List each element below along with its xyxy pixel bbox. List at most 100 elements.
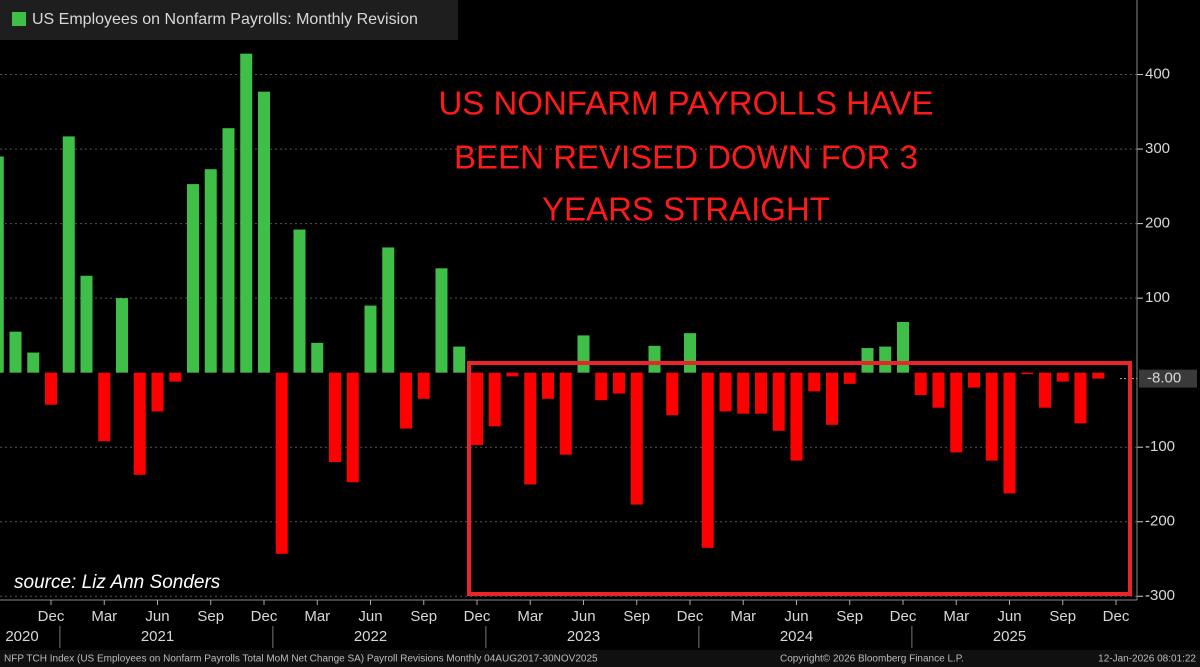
x-tick-label: Sep bbox=[197, 608, 224, 625]
bar bbox=[275, 372, 288, 554]
year-label: 2023 bbox=[567, 628, 600, 645]
bar bbox=[435, 268, 448, 373]
bar bbox=[417, 372, 430, 399]
y-tick-label: -300 bbox=[1145, 587, 1175, 604]
bar bbox=[950, 372, 963, 453]
bar bbox=[755, 372, 767, 414]
bar bbox=[897, 321, 909, 373]
bar bbox=[1003, 372, 1016, 494]
bar bbox=[772, 372, 785, 431]
bar bbox=[80, 275, 93, 373]
bar bbox=[1074, 372, 1087, 424]
footer-text: 12-Jan-2026 08:01:22 bbox=[1098, 654, 1196, 665]
bar bbox=[471, 372, 483, 445]
year-label: 2021 bbox=[141, 628, 174, 645]
x-tick-label: Mar bbox=[730, 608, 756, 625]
last-value-box bbox=[1139, 369, 1197, 388]
x-tick-label: Sep bbox=[623, 608, 650, 625]
bar bbox=[808, 372, 821, 392]
last-value-label: -8.00 bbox=[1147, 370, 1181, 387]
bar bbox=[524, 372, 537, 485]
bar bbox=[400, 372, 412, 429]
bar bbox=[932, 372, 945, 408]
bar bbox=[1056, 372, 1069, 382]
bar bbox=[9, 331, 22, 373]
legend-label: US Employees on Nonfarm Payrolls: Monthl… bbox=[32, 11, 418, 28]
x-tick-label: Jun bbox=[997, 608, 1021, 625]
y-tick-label: 300 bbox=[1145, 140, 1170, 157]
bar bbox=[222, 128, 235, 373]
x-tick-label: Sep bbox=[1049, 608, 1076, 625]
annotation: YEARS STRAIGHT bbox=[542, 191, 830, 228]
annotation: US NONFARM PAYROLLS HAVE bbox=[438, 85, 933, 122]
legend-box bbox=[0, 0, 458, 40]
bar bbox=[506, 372, 519, 377]
x-tick-label: Dec bbox=[38, 608, 65, 625]
bar bbox=[258, 91, 270, 373]
x-tick-label: Sep bbox=[410, 608, 437, 625]
bar bbox=[1021, 372, 1034, 375]
y-tick-label: -100 bbox=[1145, 438, 1175, 455]
bar bbox=[240, 53, 253, 373]
bar bbox=[364, 305, 377, 373]
bar bbox=[1092, 372, 1105, 379]
year-label: 2022 bbox=[354, 628, 387, 645]
bar bbox=[684, 333, 696, 373]
bar bbox=[666, 372, 679, 416]
marks: -300 -200 -100 100 200 300 400 Dec Mar Jun Sep Dec M… bbox=[0, 0, 1197, 648]
y-tick-label: 400 bbox=[1145, 66, 1170, 83]
bar bbox=[826, 372, 838, 425]
bar bbox=[630, 372, 643, 505]
bar bbox=[187, 184, 199, 373]
bar bbox=[737, 372, 750, 414]
y-tick-label: -200 bbox=[1145, 513, 1175, 530]
x-tick-label: Sep bbox=[836, 608, 863, 625]
bar bbox=[1039, 372, 1051, 408]
bar bbox=[27, 352, 40, 373]
bar bbox=[169, 372, 182, 382]
bar bbox=[488, 372, 501, 427]
bar bbox=[843, 372, 856, 384]
bar bbox=[293, 229, 306, 373]
bar bbox=[133, 372, 146, 475]
year-label: 2020 bbox=[5, 628, 38, 645]
bar bbox=[613, 372, 625, 394]
x-tick-label: Dec bbox=[890, 608, 917, 625]
x-tick-label: Jun bbox=[571, 608, 595, 625]
bar bbox=[577, 335, 590, 373]
x-tick-label: Jun bbox=[358, 608, 382, 625]
bar bbox=[0, 156, 4, 373]
bar bbox=[914, 372, 927, 396]
x-tick-label: Jun bbox=[784, 608, 808, 625]
bar bbox=[542, 372, 554, 399]
x-tick-label: Mar bbox=[517, 608, 543, 625]
bar bbox=[62, 136, 75, 373]
bar bbox=[98, 372, 111, 442]
bar bbox=[559, 372, 572, 455]
y-tick-label: 100 bbox=[1145, 289, 1170, 306]
annotation: BEEN REVISED DOWN FOR 3 bbox=[454, 139, 918, 176]
footer-text: NFP TCH Index (US Employees on Nonfarm P… bbox=[4, 654, 598, 665]
footer-bar bbox=[0, 650, 1200, 667]
year-label: 2024 bbox=[780, 628, 813, 645]
bar bbox=[329, 372, 341, 463]
x-tick-label: Mar bbox=[91, 608, 117, 625]
bar bbox=[204, 169, 217, 373]
x-tick-label: Jun bbox=[145, 608, 169, 625]
year-label: 2025 bbox=[993, 628, 1026, 645]
bar bbox=[595, 372, 608, 401]
x-tick-label: Mar bbox=[943, 608, 969, 625]
bar bbox=[453, 346, 466, 373]
bar bbox=[382, 247, 395, 373]
highlight-box bbox=[467, 361, 1132, 596]
x-tick-label: Dec bbox=[464, 608, 491, 625]
x-tick-label: Mar bbox=[304, 608, 330, 625]
bar bbox=[151, 372, 164, 412]
bar bbox=[879, 346, 892, 373]
bar bbox=[701, 372, 714, 548]
x-tick-label: Dec bbox=[677, 608, 704, 625]
bar bbox=[968, 372, 980, 388]
